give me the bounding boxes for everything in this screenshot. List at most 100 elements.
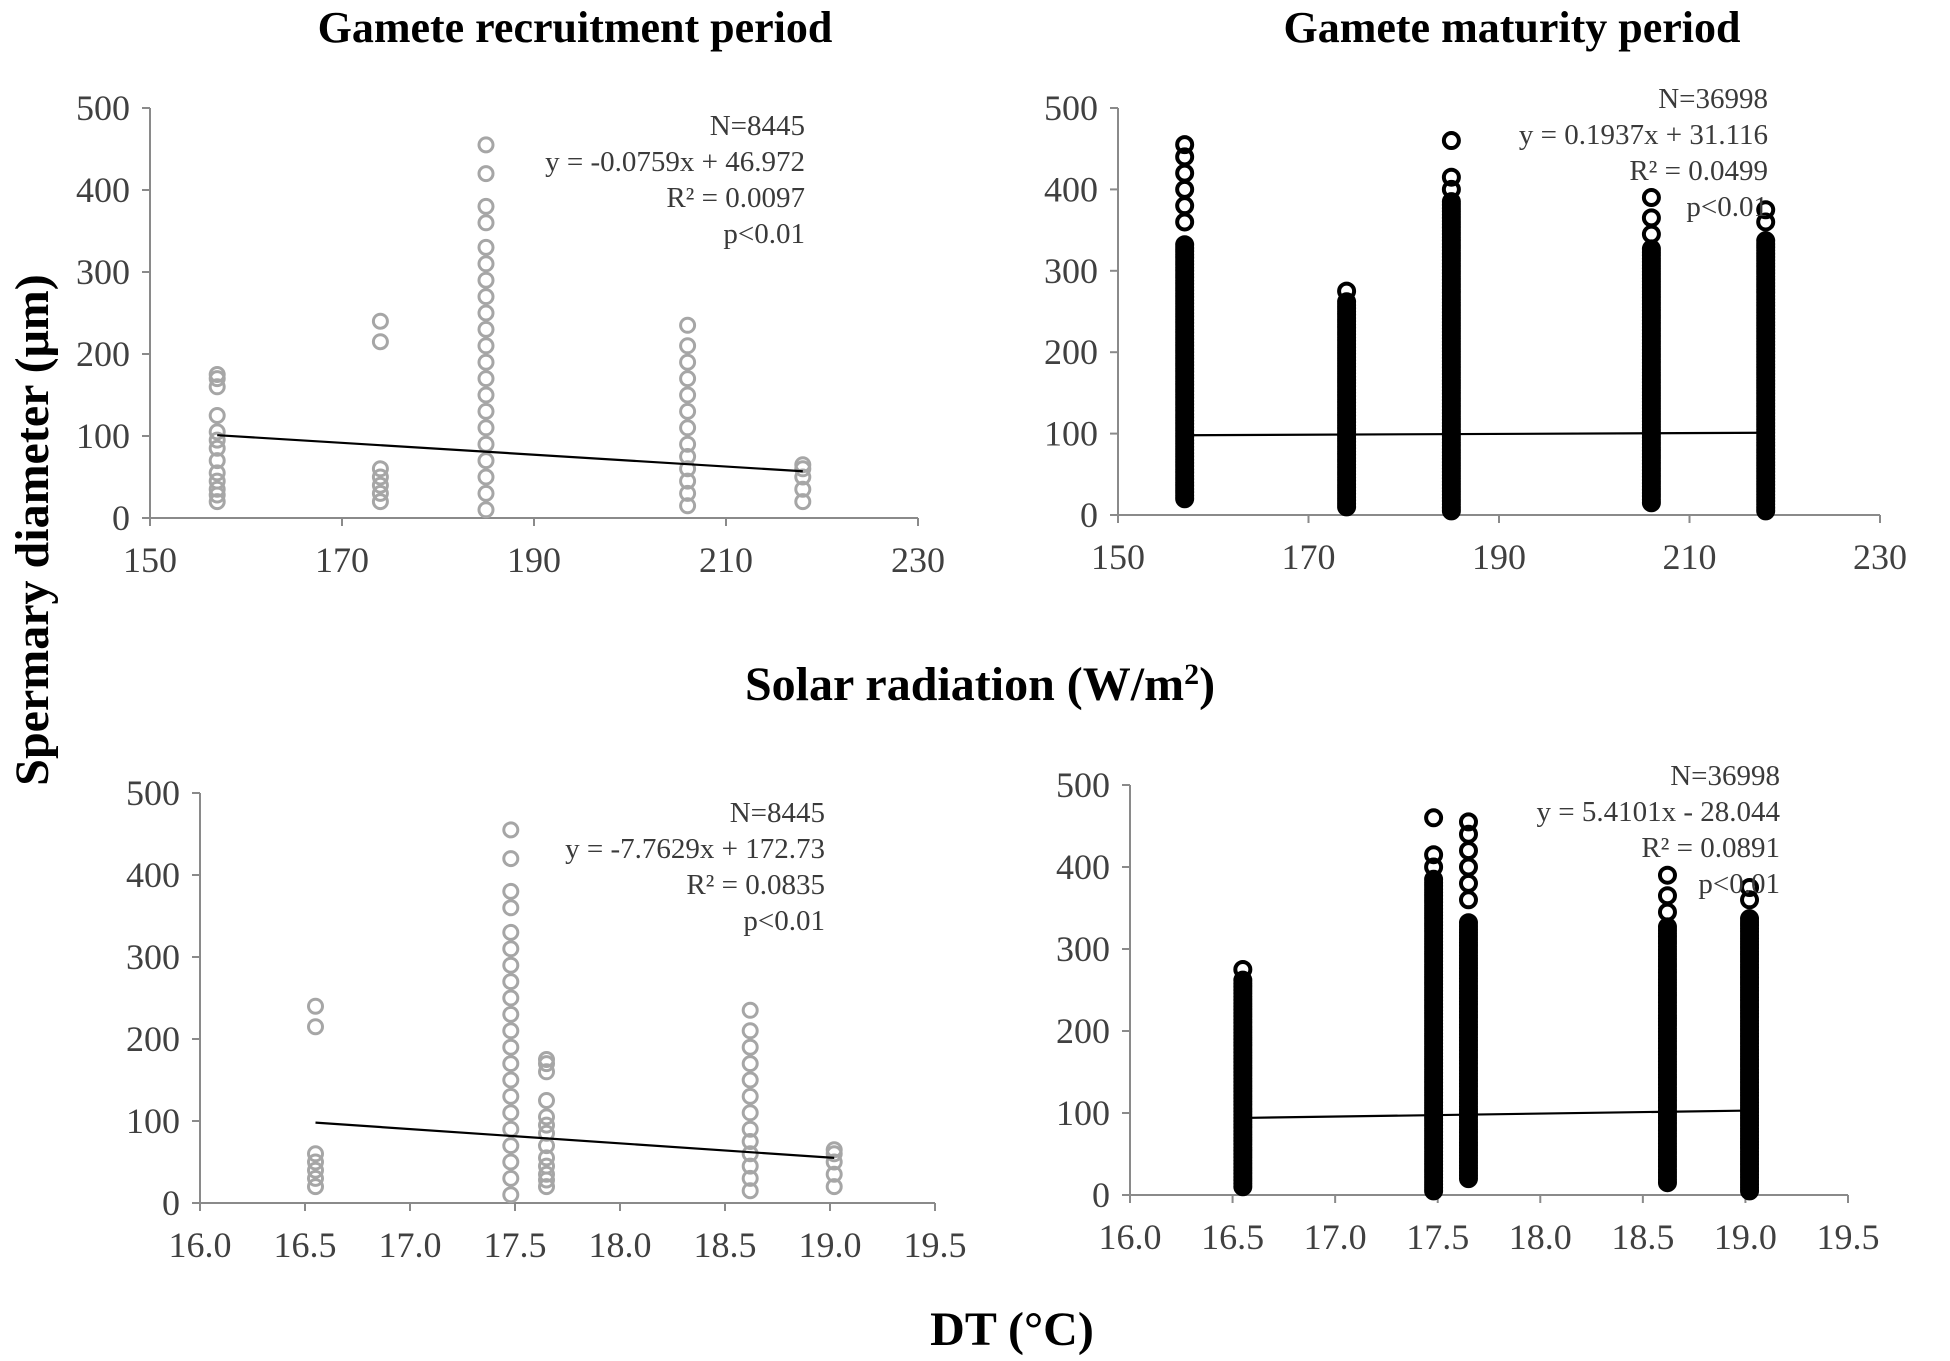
scatter-point xyxy=(1441,131,1461,151)
scatter-point xyxy=(208,439,226,457)
scatter-point xyxy=(679,402,697,420)
y-tick-label: 0 xyxy=(162,1183,180,1223)
scatter-point xyxy=(208,407,226,424)
scatter-point xyxy=(502,1104,520,1122)
scatter-point xyxy=(307,1178,324,1196)
scatter-point xyxy=(477,197,495,215)
scatter-point xyxy=(741,1104,759,1122)
scatter-point xyxy=(741,1087,759,1105)
scatter-point xyxy=(679,435,697,453)
scatter-point xyxy=(502,1038,520,1056)
scatter-point xyxy=(1657,902,1677,922)
scatter-point xyxy=(477,214,495,232)
y-tick-label: 200 xyxy=(76,334,130,374)
scatter-point xyxy=(679,337,697,355)
y-tick-label: 300 xyxy=(76,252,130,292)
x-tick-label: 150 xyxy=(123,540,177,580)
scatter-point xyxy=(477,468,495,486)
scatter-point xyxy=(502,989,520,1007)
scatter-point xyxy=(538,1149,555,1167)
trend-line xyxy=(217,434,803,473)
scatter-point xyxy=(502,940,520,958)
regression-annotation-line: N=8445 xyxy=(710,110,805,142)
scatter-point xyxy=(679,419,697,437)
y-tick-label: 0 xyxy=(112,498,130,538)
scatter-point xyxy=(1175,135,1195,155)
scatter-point xyxy=(502,1087,520,1105)
scatter-points xyxy=(208,136,812,519)
scatter-point xyxy=(741,1120,759,1138)
scatter-point xyxy=(371,484,389,502)
x-tick-label: 18.0 xyxy=(1509,1217,1572,1257)
x-tick-label: 230 xyxy=(1853,537,1907,577)
scatter-point xyxy=(502,1005,520,1023)
x-axis-label-solar-close: ) xyxy=(1199,658,1215,711)
scatter-point xyxy=(1657,886,1677,906)
scatter-point xyxy=(1337,281,1357,301)
y-tick-label: 300 xyxy=(1044,251,1098,291)
scatter-point xyxy=(538,1165,555,1183)
scatter-point xyxy=(1441,192,1461,212)
scatter-point xyxy=(1175,196,1195,216)
scatter-point xyxy=(307,1153,324,1171)
scatter-point xyxy=(208,472,226,490)
scatter-point xyxy=(208,431,226,449)
scatter-point xyxy=(1458,913,1478,933)
scatter-point xyxy=(825,1165,843,1183)
scatter-point xyxy=(1756,200,1776,220)
scatter-point xyxy=(208,423,226,441)
x-axis-label-solar-sup: 2 xyxy=(1184,658,1199,691)
y-axis-label: Spermary diameter (μm) xyxy=(6,274,59,786)
trend-line xyxy=(315,1121,835,1159)
y-tick-label: 200 xyxy=(1056,1011,1110,1051)
y-tick-label: 400 xyxy=(1056,847,1110,887)
x-tick-label: 17.0 xyxy=(1304,1217,1367,1257)
scatter-point xyxy=(502,923,520,941)
y-tick-label: 200 xyxy=(126,1019,180,1059)
x-tick-label: 19.0 xyxy=(1714,1217,1777,1257)
scatter-point xyxy=(307,1161,324,1179)
regression-annotation-line: p<0.01 xyxy=(743,905,825,937)
scatter-point xyxy=(371,460,389,478)
regression-annotation-line: R² = 0.0891 xyxy=(1641,832,1780,864)
scatter-point xyxy=(794,493,812,511)
scatter-point xyxy=(477,255,495,273)
scatter-point xyxy=(208,493,226,511)
scatter-point xyxy=(477,370,495,388)
scatter-point xyxy=(208,480,226,498)
scatter-point xyxy=(1657,865,1677,885)
regression-annotation-line: y = -0.0759x + 46.972 xyxy=(545,146,805,178)
scatter-point xyxy=(208,452,226,470)
chart-maturity-solar: 0 100 200 300 400 500 150 170 190 210 230 N=36998 y … xyxy=(1044,83,1907,577)
scatter-point xyxy=(741,1071,759,1089)
panel-title-maturity: Gamete maturity period xyxy=(1284,3,1741,52)
scatter-point xyxy=(741,1001,759,1019)
scatter-point xyxy=(679,353,697,371)
x-tick-label: 170 xyxy=(315,540,369,580)
scatter-point xyxy=(1458,841,1478,861)
scatter-point xyxy=(502,973,520,991)
scatter-point xyxy=(1740,909,1760,929)
x-axis-label-solar-main: Solar radiation (W/m xyxy=(745,658,1184,711)
scatter-point xyxy=(371,333,389,351)
scatter-point xyxy=(502,1169,520,1187)
x-tick-label: 19.0 xyxy=(799,1225,862,1265)
scatter-point xyxy=(538,1092,555,1109)
y-tick-label: 500 xyxy=(1056,765,1110,805)
scatter-point xyxy=(477,304,495,322)
scatter-point xyxy=(1424,857,1444,877)
x-tick-label: 18.5 xyxy=(1611,1217,1674,1257)
scatter-point xyxy=(477,288,495,306)
x-tick-label: 170 xyxy=(1282,537,1336,577)
scatter-point xyxy=(371,493,389,511)
scatter-point xyxy=(477,337,495,355)
x-tick-label: 190 xyxy=(507,540,561,580)
chart-recruitment-dt: 0 100 200 300 400 500 16.0 16.5 17.0 17.5 18.0 18.5… xyxy=(126,773,967,1265)
x-tick-label: 19.5 xyxy=(904,1225,967,1265)
scatter-point xyxy=(477,320,495,338)
scatter-point xyxy=(1641,188,1661,208)
y-tick-label: 300 xyxy=(126,937,180,977)
scatter-point xyxy=(1756,212,1776,232)
scatter-point xyxy=(741,1157,759,1175)
